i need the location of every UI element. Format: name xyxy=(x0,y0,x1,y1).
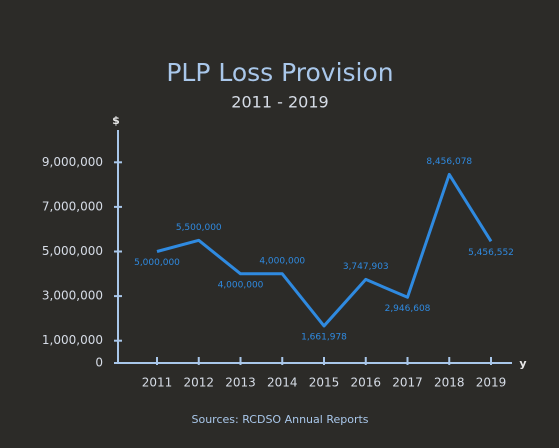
data-label: 1,661,978 xyxy=(301,332,347,342)
x-tick-label: 2013 xyxy=(225,376,256,390)
x-axis-label: y xyxy=(519,357,526,370)
x-tick-label: 2017 xyxy=(392,376,423,390)
data-label: 5,456,552 xyxy=(468,248,514,258)
data-label: 3,747,903 xyxy=(343,262,389,272)
x-tick-label: 2012 xyxy=(183,376,214,390)
data-label: 2,946,608 xyxy=(385,304,431,314)
data-label: 4,000,000 xyxy=(218,280,264,290)
data-label: 8,456,078 xyxy=(426,157,472,167)
chart-subtitle: 2011 - 2019 xyxy=(231,93,328,112)
y-tick-label: 3,000,000 xyxy=(42,289,103,303)
data-label: 5,500,000 xyxy=(176,223,222,233)
line xyxy=(156,172,493,328)
x-tick-label: 2018 xyxy=(434,376,465,390)
y-tick-label: 9,000,000 xyxy=(42,155,103,169)
chart-title: PLP Loss Provision xyxy=(166,58,393,87)
y-tick-label: 0 xyxy=(95,356,103,370)
x-tick-label: 2014 xyxy=(267,376,298,390)
y-axis-label: $ xyxy=(112,114,120,127)
x-tick-label: 2016 xyxy=(350,376,381,390)
y-tick-label: 7,000,000 xyxy=(42,199,103,213)
y-tick-label: 5,000,000 xyxy=(42,244,103,258)
data-label: 4,000,000 xyxy=(259,256,305,266)
x-tick-label: 2011 xyxy=(142,376,173,390)
x-tick-label: 2015 xyxy=(309,376,340,390)
x-tick-label: 2019 xyxy=(476,376,507,390)
y-tick-label: 1,000,000 xyxy=(42,333,103,347)
data-label: 5,000,000 xyxy=(134,258,180,268)
source: Sources: RCDSO Annual Reports xyxy=(191,413,368,426)
